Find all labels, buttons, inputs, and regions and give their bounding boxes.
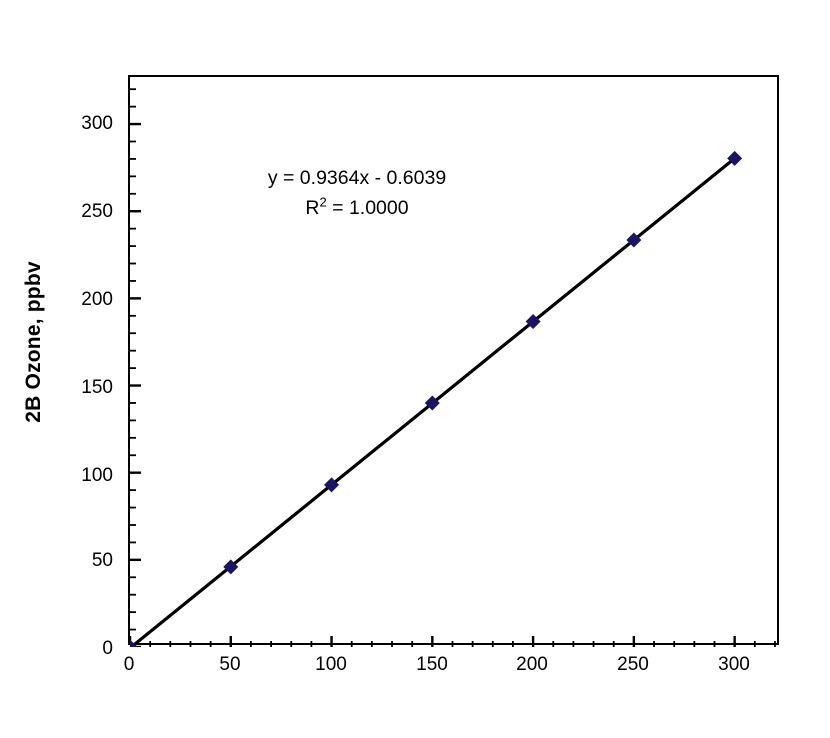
y-tick-label-300: 300	[81, 113, 113, 134]
y-tick-label-250: 250	[81, 201, 113, 222]
data-point-marker	[130, 639, 138, 647]
plot-svg	[130, 88, 776, 647]
y-tick-label-150: 150	[81, 377, 113, 398]
data-point-marker	[727, 150, 743, 166]
regression-annotation: y = 0.9364x - 0.6039 R2 = 1.0000	[212, 163, 502, 223]
regression-equation: y = 0.9364x - 0.6039	[267, 167, 447, 189]
data-point-markers	[130, 150, 743, 647]
x-tick-label-0: 0	[123, 654, 135, 675]
x-tick-label-300: 300	[718, 654, 750, 675]
y-tick-label-100: 100	[81, 465, 113, 486]
r-squared-prefix: R	[305, 197, 320, 220]
x-tick-label-150: 150	[416, 654, 448, 675]
data-point-marker	[324, 477, 340, 493]
plot-area	[128, 75, 779, 647]
data-point-marker	[626, 232, 642, 248]
x-tick-label-200: 200	[516, 654, 548, 675]
r-squared-exponent: 2	[319, 194, 327, 210]
y-axis-tick-labels: 300 250 200 150 100 50 0	[43, 0, 113, 738]
y-tick-label-200: 200	[81, 289, 113, 310]
r-squared-value: = 1.0000	[326, 197, 409, 220]
x-tick-label-250: 250	[617, 654, 649, 675]
y-tick-label-50: 50	[91, 550, 113, 571]
x-tick-label-50: 50	[219, 654, 241, 675]
data-point-marker	[525, 314, 541, 330]
axis-ticks	[130, 88, 776, 647]
x-axis-tick-labels: 0 50 100 150 200 250 300	[0, 655, 830, 685]
data-point-marker	[424, 395, 440, 411]
y-tick-label-0: 0	[102, 638, 113, 659]
x-tick-label-100: 100	[315, 654, 347, 675]
data-point-marker	[223, 559, 239, 575]
r-squared-line: R2 = 1.0000	[212, 193, 502, 223]
